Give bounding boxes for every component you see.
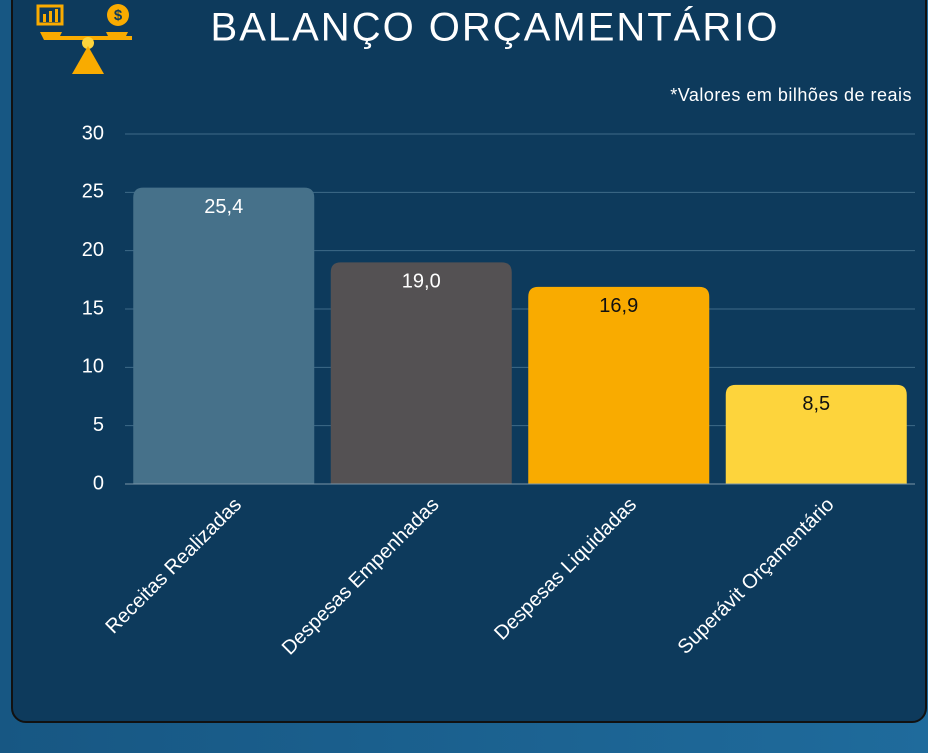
y-tick-label: 30 xyxy=(82,122,104,144)
svg-text:$: $ xyxy=(114,7,123,24)
bar xyxy=(330,262,512,484)
bar xyxy=(133,187,315,484)
bar xyxy=(528,286,710,484)
data-label: 8,5 xyxy=(802,393,830,415)
data-label: 19,0 xyxy=(402,271,441,293)
data-label: 25,4 xyxy=(204,196,243,218)
chart-subtitle: *Valores em bilhões de reais xyxy=(670,85,912,105)
y-tick-label: 5 xyxy=(93,414,104,436)
y-tick-label: 15 xyxy=(82,297,104,319)
bar xyxy=(725,384,907,484)
y-tick-label: 10 xyxy=(82,356,104,378)
data-label: 16,9 xyxy=(599,295,638,317)
y-tick-label: 20 xyxy=(82,239,104,261)
y-tick-label: 25 xyxy=(82,181,104,203)
chart-title: BALANÇO ORÇAMENTÁRIO xyxy=(211,5,780,50)
icon: $ xyxy=(36,4,132,74)
y-tick-label: 0 xyxy=(93,472,104,494)
